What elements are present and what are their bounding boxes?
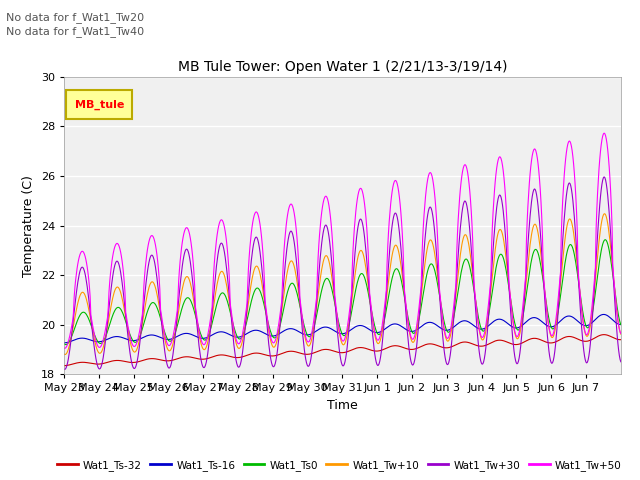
X-axis label: Time: Time (327, 399, 358, 412)
Legend: Wat1_Ts-32, Wat1_Ts-16, Wat1_Ts0, Wat1_Tw+10, Wat1_Tw+30, Wat1_Tw+50: Wat1_Ts-32, Wat1_Ts-16, Wat1_Ts0, Wat1_T… (52, 456, 626, 475)
Text: No data for f_Wat1_Tw40: No data for f_Wat1_Tw40 (6, 26, 145, 37)
Title: MB Tule Tower: Open Water 1 (2/21/13-3/19/14): MB Tule Tower: Open Water 1 (2/21/13-3/1… (178, 60, 507, 74)
Text: No data for f_Wat1_Tw20: No data for f_Wat1_Tw20 (6, 12, 145, 23)
Y-axis label: Temperature (C): Temperature (C) (22, 175, 35, 276)
Text: MB_tule: MB_tule (74, 99, 124, 109)
